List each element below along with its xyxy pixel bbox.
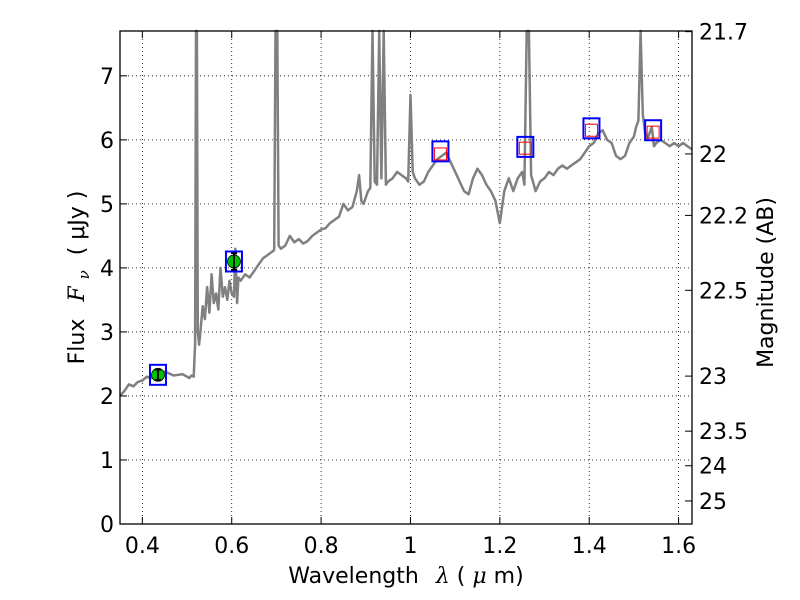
x-tick-label: 0.4 (125, 534, 160, 559)
y-axis-label-subscript: ν (75, 270, 93, 279)
x-tick-label: 0.8 (304, 534, 339, 559)
y-tick-label: 3 (100, 321, 114, 346)
y-tick-label: 4 (100, 257, 114, 282)
x-tick-label: 1 (403, 534, 417, 559)
y-axis-label-symbol: F (65, 286, 90, 303)
y-tick-label: 2 (100, 385, 114, 410)
x-axis-label: Wavelength λ ( μ m) (288, 564, 523, 589)
y2-tick-label: 23 (699, 365, 727, 390)
model-photometry-box (148, 363, 167, 386)
y-axis-label-prefix: Flux (65, 319, 90, 365)
model-photometry-box (644, 119, 663, 142)
y2-tick-label: 23.5 (699, 420, 748, 445)
plot-frame (119, 30, 693, 525)
y2-axis-label: Magnitude (AB) (754, 197, 779, 368)
y-axis-label-unit: ( μJy ) (65, 191, 90, 256)
x-axis-label-unit-mu: μ (472, 564, 486, 589)
predicted-photometry-square (646, 125, 660, 139)
y-tick-label: 6 (100, 129, 114, 154)
y2-tick-label: 22.5 (699, 279, 748, 304)
y2-tick-label: 22.2 (699, 204, 748, 229)
model-photometry-box (582, 117, 601, 140)
model-sed-line (119, 29, 693, 397)
predicted-photometry-square (584, 123, 598, 137)
y2-tick-label: 24 (699, 455, 727, 480)
y-tick-label: 1 (100, 449, 114, 474)
x-axis-label-unit-open: ( (457, 564, 466, 589)
model-photometry-box (431, 140, 450, 163)
y-tick-label: 0 (100, 513, 114, 538)
y-axis-label: Flux F ν ( μJy ) (65, 191, 95, 365)
x-axis-label-unit-rest: m) (494, 564, 524, 589)
grid-lines (120, 31, 692, 525)
series-layer (119, 29, 693, 397)
model-photometry-box (516, 135, 535, 158)
predicted-photometry-square (518, 141, 532, 155)
y2-tick-label: 21.7 (699, 21, 748, 46)
x-tick-label: 1.6 (661, 534, 696, 559)
x-axis-label-symbol: λ (435, 564, 450, 589)
x-tick-label: 1.4 (572, 534, 607, 559)
y2-tick-label: 22 (699, 143, 727, 168)
x-axis-label-prefix: Wavelength (288, 564, 419, 589)
y-tick-label: 5 (100, 193, 114, 218)
photometry-points (148, 117, 663, 386)
predicted-photometry-square (433, 147, 447, 161)
axis-ticks: 0.4 0.6 0.8 1 1.2 1.4 1.60123456721.72222.222.… (100, 21, 748, 559)
y-tick-label: 7 (100, 65, 114, 90)
model-photometry-box (224, 250, 243, 273)
x-tick-label: 1.2 (482, 534, 517, 559)
x-tick-label: 0.6 (214, 534, 249, 559)
y2-tick-label: 25 (699, 490, 727, 515)
